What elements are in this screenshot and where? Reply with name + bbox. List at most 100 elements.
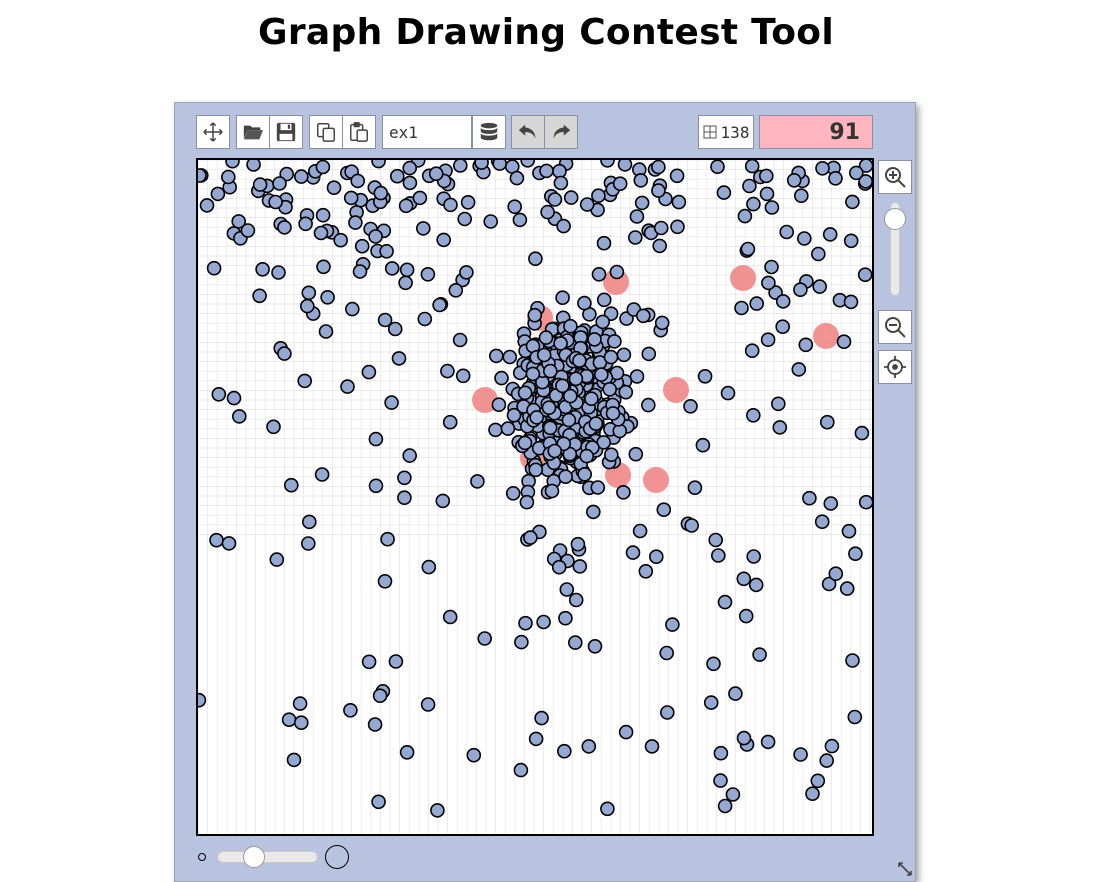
graph-vertex[interactable]	[558, 610, 573, 626]
graph-vertex[interactable]	[198, 168, 207, 183]
graph-vertex[interactable]	[652, 238, 668, 254]
graph-vertex[interactable]	[596, 292, 612, 308]
graph-vertex[interactable]	[340, 379, 355, 394]
graph-vertex[interactable]	[697, 369, 713, 384]
graph-vertex[interactable]	[775, 294, 791, 309]
graph-vertex[interactable]	[206, 260, 222, 276]
graph-vertex[interactable]	[764, 200, 780, 215]
graph-vertex[interactable]	[398, 198, 414, 214]
graph-vertex[interactable]	[399, 262, 415, 278]
graph-vertex[interactable]	[665, 617, 680, 632]
graph-vertex[interactable]	[507, 199, 523, 215]
graph-vertices[interactable]	[198, 160, 872, 818]
graph-vertex[interactable]	[628, 446, 644, 462]
graph-vertex[interactable]	[823, 496, 839, 511]
graph-vertex[interactable]	[455, 368, 471, 384]
graph-vertex[interactable]	[588, 416, 604, 431]
graph-vertex[interactable]	[572, 353, 587, 368]
graph-vertex[interactable]	[654, 315, 670, 331]
graph-vertex[interactable]	[348, 215, 363, 230]
graph-vertex[interactable]	[333, 232, 348, 248]
graph-vertex[interactable]	[343, 702, 358, 718]
graph-vertex[interactable]	[525, 366, 541, 382]
graph-vertex[interactable]	[810, 773, 826, 789]
graph-vertex[interactable]	[651, 160, 666, 175]
graph-vertex[interactable]	[555, 290, 570, 305]
graph-vertex[interactable]	[452, 332, 468, 348]
graph-vertex[interactable]	[541, 400, 557, 415]
graph-vertex[interactable]	[775, 319, 791, 334]
graph-vertex[interactable]	[591, 188, 606, 204]
graph-vertex[interactable]	[277, 220, 292, 235]
graph-vertex[interactable]	[563, 318, 578, 334]
graph-vertex[interactable]	[760, 734, 776, 750]
graph-vertex[interactable]	[761, 275, 776, 291]
graph-vertex[interactable]	[559, 582, 575, 597]
graph-vertex[interactable]	[368, 229, 383, 244]
graph-vertex[interactable]	[716, 185, 732, 200]
graph-vertex[interactable]	[466, 747, 482, 763]
graph-vertex[interactable]	[612, 176, 628, 192]
graph-vertex[interactable]	[770, 396, 786, 412]
graph-vertex[interactable]	[397, 490, 412, 506]
graph-vertex[interactable]	[745, 408, 761, 423]
graph-vertex[interactable]	[345, 301, 360, 317]
graph-vertex[interactable]	[368, 431, 384, 447]
graph-vertex[interactable]	[226, 390, 242, 406]
graph-vertex[interactable]	[555, 378, 570, 394]
graph-vertex[interactable]	[367, 717, 383, 732]
graph-vertex[interactable]	[538, 330, 554, 345]
undo-button[interactable]	[511, 115, 545, 149]
graph-vertex[interactable]	[536, 347, 552, 363]
graph-vertex[interactable]	[506, 407, 522, 423]
graph-vertex[interactable]	[587, 332, 602, 347]
graph-vertex[interactable]	[802, 490, 817, 506]
graph-vertex[interactable]	[616, 484, 631, 500]
vertex-size-slider-thumb[interactable]	[243, 846, 266, 868]
graph-vertex[interactable]	[749, 296, 765, 311]
graph-vertex[interactable]	[420, 267, 436, 282]
graph-vertex[interactable]	[736, 730, 752, 746]
graph-vertex[interactable]	[553, 336, 568, 351]
graph-vertex[interactable]	[268, 194, 283, 210]
graph-vertex[interactable]	[220, 169, 236, 185]
graph-vertex[interactable]	[388, 654, 404, 669]
graph-vertex[interactable]	[272, 176, 287, 191]
zoom-slider-thumb[interactable]	[884, 207, 906, 230]
graph-vertex[interactable]	[523, 530, 538, 545]
graph-vertex[interactable]	[764, 259, 779, 275]
graph-vertex[interactable]	[209, 532, 224, 548]
graph-vertex[interactable]	[320, 290, 335, 305]
graph-vertex[interactable]	[579, 448, 595, 464]
graph-vertex[interactable]	[717, 594, 733, 610]
graph-vertex[interactable]	[858, 174, 872, 189]
graph-vertex[interactable]	[656, 502, 672, 518]
graph-vertex[interactable]	[436, 232, 451, 248]
graph-vertex[interactable]	[492, 160, 507, 171]
graph-vertex[interactable]	[428, 166, 444, 181]
graph-vertex[interactable]	[593, 367, 609, 382]
vertex-size-slider[interactable]	[217, 851, 318, 863]
graph-vertex[interactable]	[443, 197, 458, 213]
graph-vertex[interactable]	[542, 363, 558, 379]
graph-vertex[interactable]	[633, 173, 649, 188]
graph-vertex[interactable]	[786, 172, 802, 188]
graph-vertex[interactable]	[584, 391, 599, 406]
graph-vertex[interactable]	[810, 246, 826, 262]
graph-vertex[interactable]	[547, 443, 563, 459]
graph-vertex[interactable]	[841, 523, 857, 539]
graph-vertex[interactable]	[211, 387, 227, 402]
graph-vertex[interactable]	[683, 399, 698, 414]
graph-vertex[interactable]	[440, 363, 455, 379]
graph-vertex[interactable]	[552, 163, 567, 179]
graph-vertex[interactable]	[684, 518, 700, 533]
graph-vertex[interactable]	[562, 388, 578, 404]
graph-vertex[interactable]	[618, 724, 634, 740]
graph-vertex[interactable]	[815, 161, 830, 176]
graph-vertex[interactable]	[384, 395, 399, 410]
graph-vertex[interactable]	[737, 208, 753, 224]
center-view-button[interactable]	[878, 350, 912, 384]
graph-vertex[interactable]	[294, 169, 309, 184]
graph-vertex[interactable]	[854, 425, 870, 441]
graph-vertex[interactable]	[527, 307, 543, 323]
